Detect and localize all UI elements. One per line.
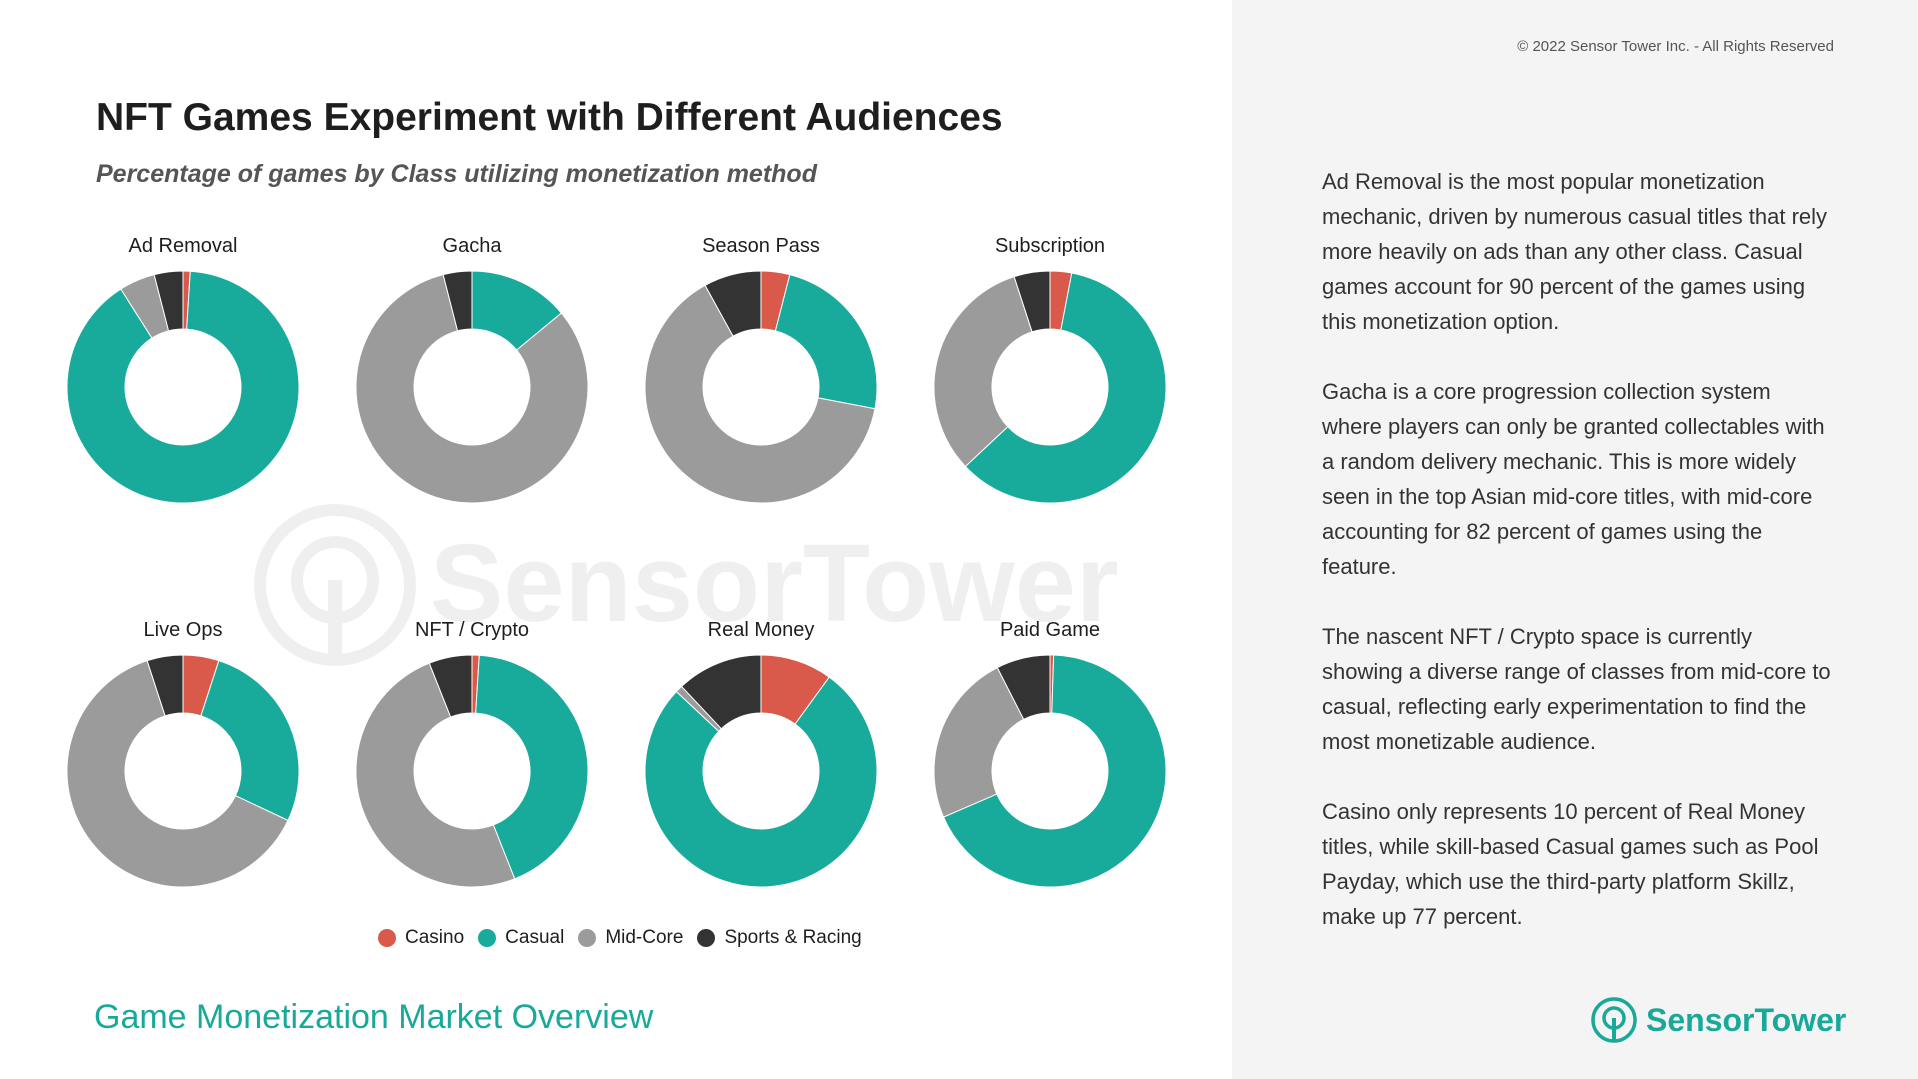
legend-swatch [478, 929, 497, 947]
donut-slice-casual [644, 676, 878, 888]
chart-title: Live Ops [143, 619, 223, 641]
chart-season-pass: Season Pass [631, 235, 891, 525]
chart-gacha: Gacha [342, 235, 602, 525]
donut-chart [355, 654, 589, 888]
donut-chart [644, 270, 878, 504]
sensor-tower-logo-icon [1591, 997, 1637, 1043]
chart-subscription: Subscription [920, 235, 1180, 525]
legend-item-casino: Casino [378, 927, 464, 949]
donut-chart [644, 654, 878, 888]
sensor-tower-watermark: SensorTower [250, 500, 1119, 670]
chart-title: Paid Game [999, 619, 1101, 641]
donut-slice-mid-core [644, 284, 876, 504]
chart-title: Ad Removal [128, 235, 238, 257]
legend-item-casual: Casual [478, 927, 564, 949]
commentary-paragraph: Gacha is a core progression collection s… [1322, 379, 1825, 579]
donut-slice-mid-core [66, 660, 289, 888]
chart-title: Subscription [994, 235, 1106, 257]
chart-title: Season Pass [702, 235, 820, 257]
brand-name: SensorTower [1646, 1001, 1847, 1038]
chart-legend: Casino Casual Mid-Core Sports & Racing [378, 924, 876, 952]
watermark-text: SensorTower [430, 522, 1119, 645]
donut-slice-casual [475, 654, 589, 880]
legend-swatch [578, 929, 597, 947]
chart-live-ops: Live Ops [53, 619, 313, 909]
donut-slice-casual [66, 270, 300, 504]
chart-paid-game: Paid Game [920, 619, 1180, 909]
chart-nft-crypto: NFT / Crypto [342, 619, 602, 909]
donut-slice-casual [964, 272, 1167, 504]
donut-chart [66, 270, 300, 504]
legend-item-sports-racing: Sports & Racing [697, 927, 862, 949]
main-panel: SensorTower NFT Games Experiment with Di… [53, 96, 1180, 1036]
commentary-text: Ad Removal is the most popular monetizat… [1322, 164, 1832, 969]
donut-slice-mid-core [933, 276, 1033, 468]
commentary-panel: © 2022 Sensor Tower Inc. - All Rights Re… [1232, 0, 1918, 1079]
chart-title: NFT / Crypto [414, 619, 530, 641]
chart-title: Gacha [442, 235, 502, 257]
legend-swatch [378, 929, 396, 947]
donut-slice-sports-racing [996, 654, 1051, 720]
sensor-tower-logo: SensorTower [1590, 994, 1846, 1046]
chart-ad-removal: Ad Removal [53, 235, 313, 525]
donut-slice-casual [200, 660, 300, 822]
page-subtitle: Percentage of games by Class utilizing m… [96, 160, 817, 188]
legend-label: Casual [505, 927, 565, 948]
legend-item-mid-core: Mid-Core [578, 927, 683, 949]
legend-label: Sports & Racing [724, 927, 862, 948]
donut-slice-sports-racing [680, 654, 762, 730]
commentary-paragraph: Casino only represents 10 percent of Rea… [1322, 799, 1819, 929]
legend-label: Mid-Core [605, 927, 684, 948]
donut-slice-mid-core [933, 666, 1025, 818]
donut-chart [355, 270, 589, 504]
donut-slice-casual [942, 654, 1167, 888]
page-title: NFT Games Experiment with Different Audi… [96, 96, 1003, 139]
donut-slice-sports-racing [428, 654, 473, 718]
donut-slice-mid-core [355, 274, 589, 504]
chart-title: Real Money [707, 619, 815, 641]
donut-slice-casual [774, 274, 878, 410]
donut-chart [66, 654, 300, 888]
copyright-notice: © 2022 Sensor Tower Inc. - All Rights Re… [1517, 38, 1834, 55]
footer-title: Game Monetization Market Overview [94, 998, 654, 1036]
chart-real-money: Real Money [631, 619, 891, 909]
donut-slice-mid-core [355, 662, 516, 888]
legend-swatch [697, 929, 716, 947]
donut-chart [933, 654, 1167, 888]
donut-slice-sports-racing [704, 270, 762, 337]
commentary-paragraph: The nascent NFT / Crypto space is curren… [1322, 624, 1831, 754]
watermark-logo-icon [254, 504, 416, 666]
donut-chart [933, 270, 1167, 504]
donut-slice-sports-racing [146, 654, 184, 717]
donut-slice-sports-racing [153, 270, 184, 332]
donut-slice-sports-racing [442, 270, 473, 332]
donut-slice-sports-racing [1013, 270, 1051, 333]
commentary-paragraph: Ad Removal is the most popular monetizat… [1322, 169, 1828, 334]
legend-label: Casino [405, 927, 465, 948]
